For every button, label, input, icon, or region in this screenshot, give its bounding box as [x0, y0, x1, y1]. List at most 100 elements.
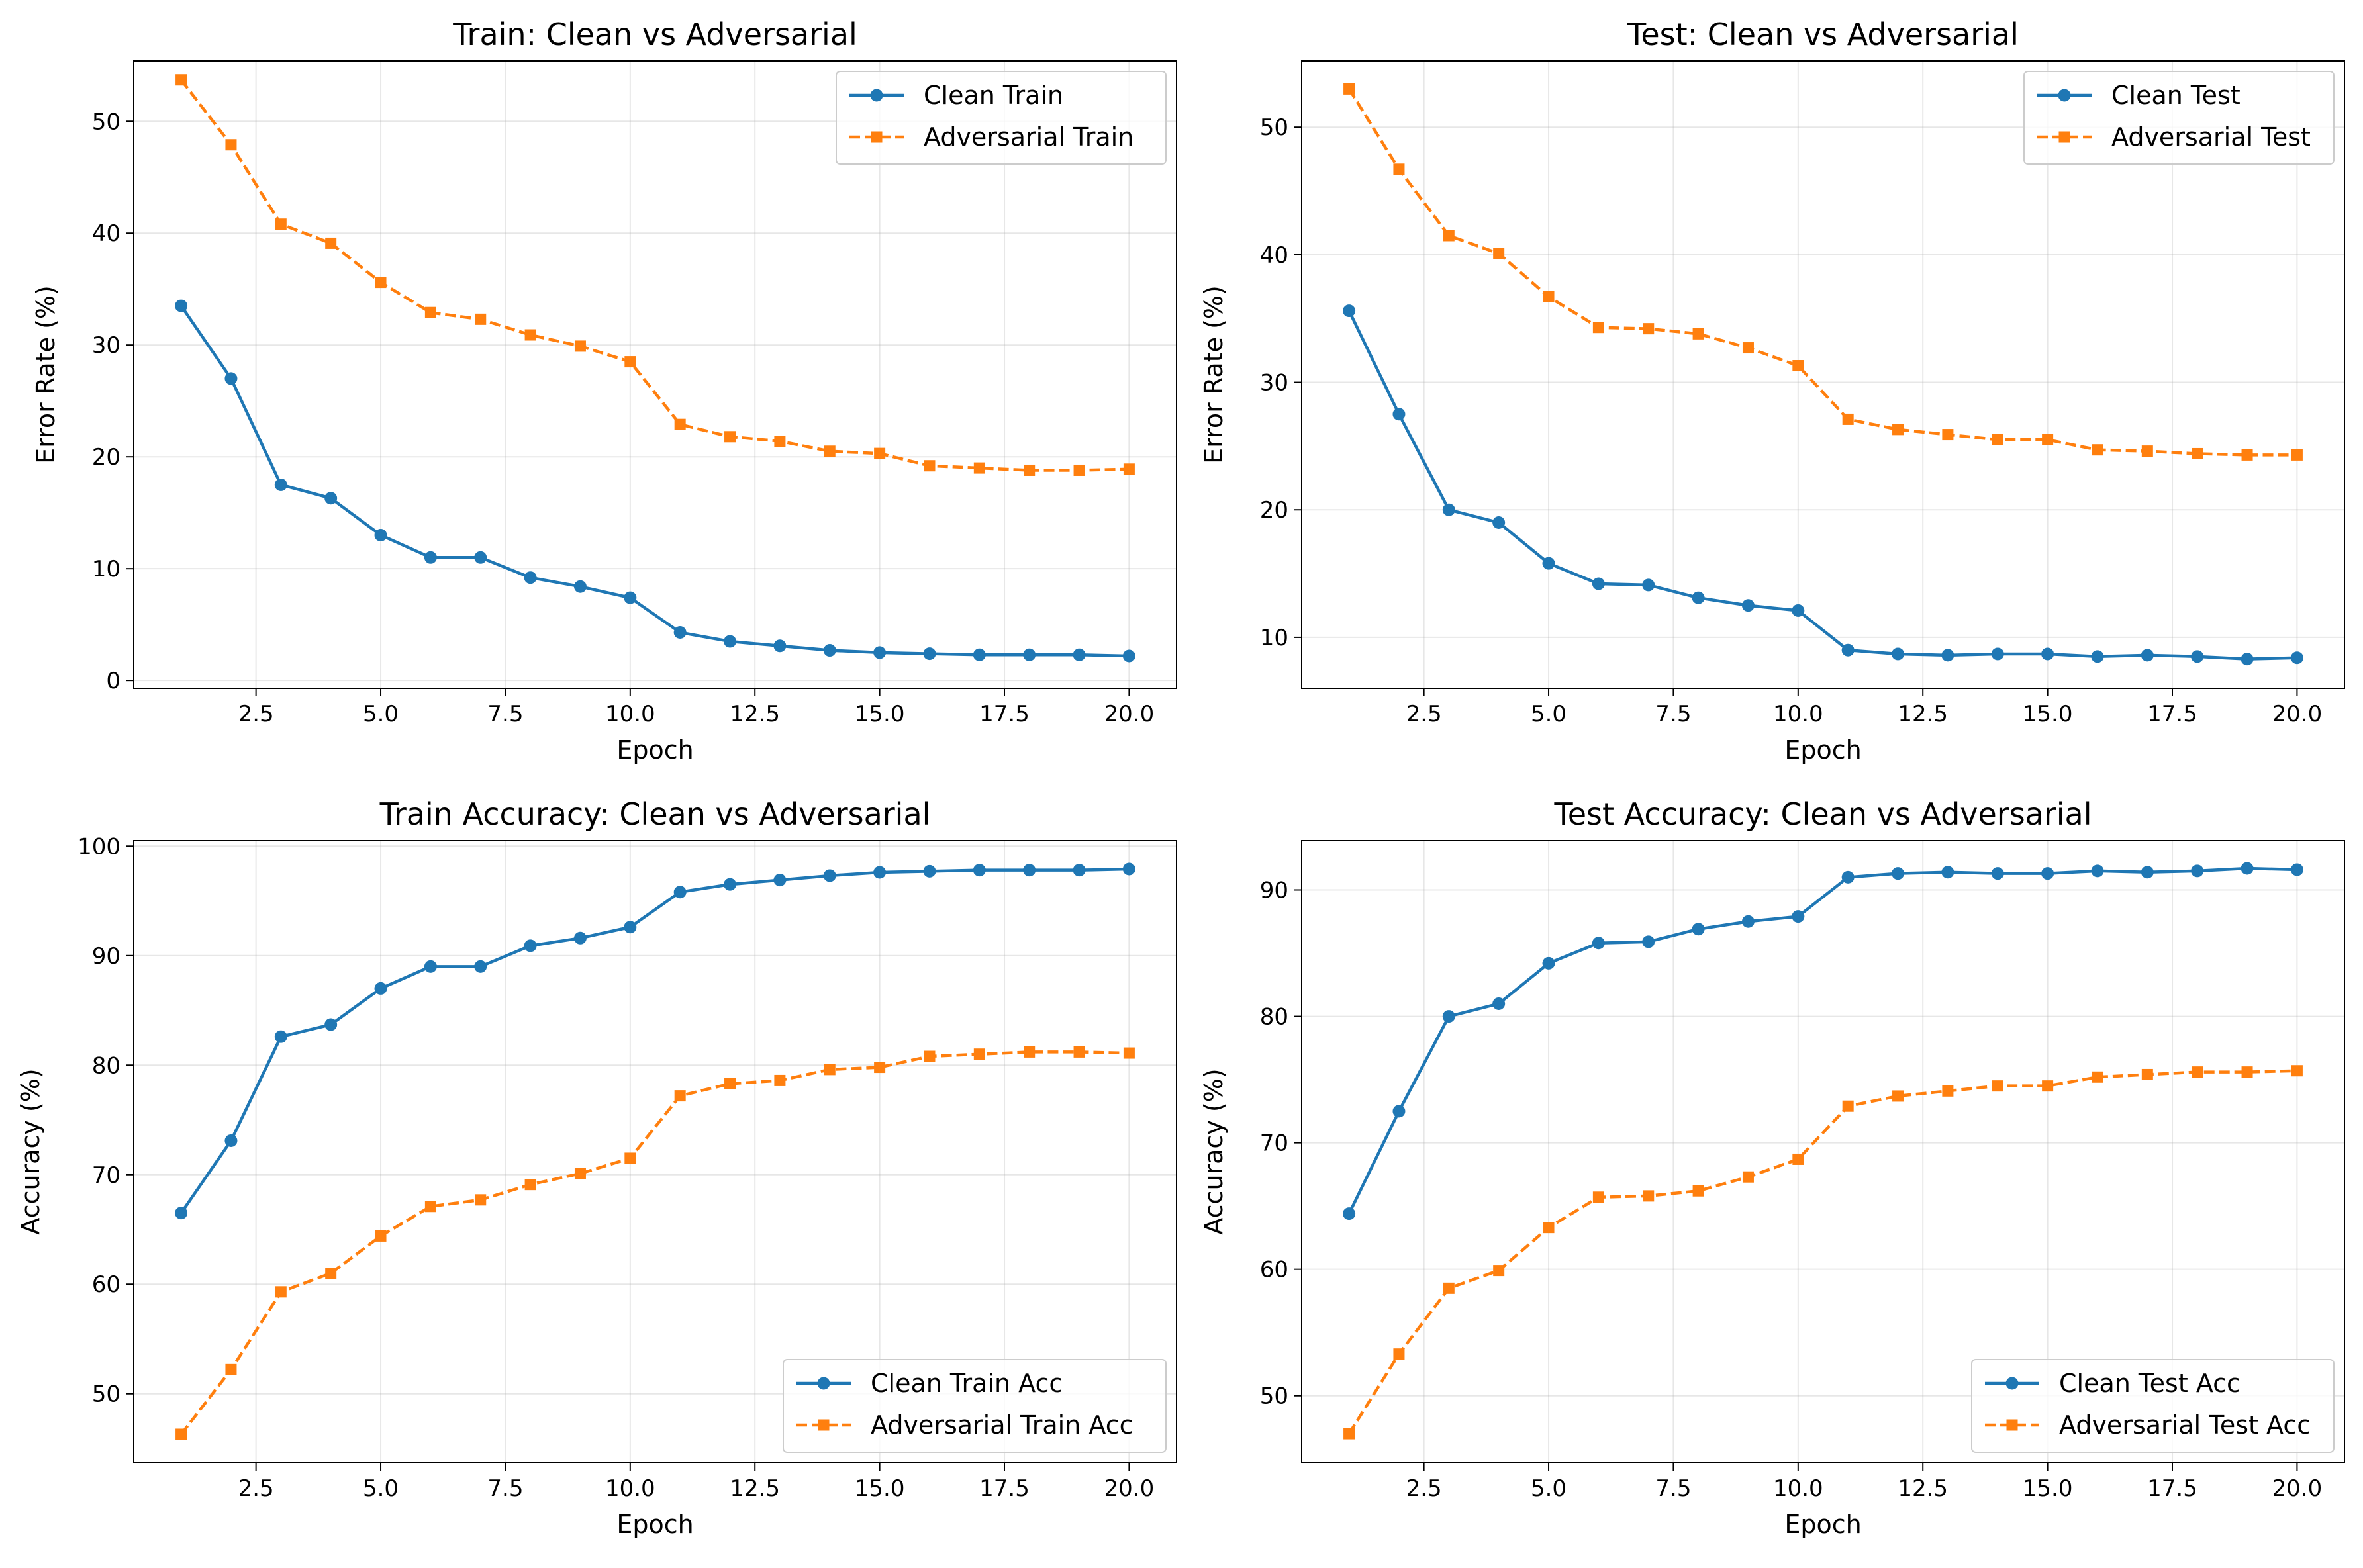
data-point [1024, 1046, 1036, 1058]
series-adversarial-train [175, 74, 1135, 476]
data-point [1122, 862, 1135, 876]
data-point [474, 960, 487, 973]
data-point [2291, 449, 2303, 461]
legend-item: Adversarial Train [849, 122, 1133, 152]
data-point [524, 329, 536, 341]
data-point [2191, 650, 2204, 663]
data-point [773, 874, 787, 887]
y-tick-label: 70 [1260, 1130, 1288, 1157]
data-point [1592, 577, 1605, 590]
x-tick-label: 7.5 [1655, 1475, 1691, 1502]
data-point [224, 1134, 238, 1147]
data-point [1842, 1100, 1854, 1112]
y-tick-label: 30 [92, 332, 121, 359]
data-point [524, 939, 537, 952]
data-point [2141, 866, 2154, 879]
data-point [524, 1179, 536, 1191]
data-point [1742, 342, 1754, 354]
data-point [924, 1050, 936, 1062]
legend-label: Clean Train [924, 81, 1063, 110]
data-point [1992, 1080, 2003, 1092]
data-point [1742, 1171, 1754, 1183]
data-point [824, 1064, 836, 1076]
data-point [1741, 599, 1755, 612]
x-tick-label: 2.5 [1406, 1475, 1442, 1502]
y-tick-label: 80 [92, 1052, 121, 1079]
data-point [1024, 464, 1036, 476]
y-tick-label: 70 [92, 1162, 121, 1189]
x-tick-label: 15.0 [855, 701, 905, 727]
legend-label: Adversarial Train Acc [871, 1410, 1133, 1440]
data-point [1842, 413, 1854, 425]
y-tick-label: 40 [1260, 242, 1288, 269]
series-clean-train-acc [175, 862, 1135, 1220]
data-point [1542, 956, 1555, 970]
data-point [823, 869, 836, 882]
legend-frame [2023, 71, 2335, 165]
data-point [2141, 1068, 2153, 1080]
data-point [823, 644, 836, 657]
data-point [475, 313, 487, 325]
data-point [1122, 649, 1135, 663]
data-point [1343, 1428, 1355, 1440]
data-point [1991, 867, 2004, 880]
data-point [2290, 651, 2303, 665]
data-point [774, 436, 786, 447]
data-point [724, 1078, 736, 1089]
data-point [475, 1194, 487, 1206]
data-point [1442, 503, 1455, 516]
x-axis-ticks: 2.5 5.0 7.5 10.0 12.5 15.0 17.5 20.0 [1406, 688, 2322, 727]
data-point [224, 372, 238, 385]
y-axis-ticks: 0 10 20 30 40 50 [92, 109, 134, 694]
x-tick-label: 17.5 [979, 1475, 1030, 1502]
data-point [2191, 864, 2204, 878]
data-point [2092, 1071, 2103, 1083]
series-line [179, 304, 1130, 658]
data-point [374, 982, 387, 995]
data-point [824, 445, 836, 457]
y-axis-label: Accuracy (%) [16, 1068, 45, 1234]
data-point [873, 646, 887, 659]
data-point [1992, 434, 2003, 445]
legend-item: Adversarial Test [2037, 122, 2311, 152]
series-line [1347, 1069, 2297, 1435]
data-point [175, 299, 188, 312]
series-line [1347, 88, 2297, 457]
legend-frame [836, 71, 1167, 165]
data-point [673, 626, 687, 639]
data-point [1542, 557, 1555, 570]
y-axis-ticks: 50 60 70 80 90 100 [77, 833, 134, 1408]
data-point [973, 648, 986, 661]
legend-marker [2005, 1377, 2019, 1390]
x-tick-label: 10.0 [605, 701, 655, 727]
plot-title: Test: Clean vs Adversarial [1627, 17, 2019, 52]
data-point [1493, 248, 1505, 259]
legend-label: Adversarial Train [924, 122, 1133, 152]
legend: Clean Test Adversarial Test [2023, 71, 2335, 165]
legend-label: Adversarial Test Acc [2059, 1410, 2311, 1440]
x-tick-label: 15.0 [2023, 1475, 2073, 1502]
data-point [325, 1268, 337, 1279]
data-point [724, 431, 736, 443]
data-point [1343, 304, 1356, 318]
data-point [574, 340, 586, 352]
series-line [179, 79, 1130, 472]
data-point [574, 1168, 586, 1179]
y-tick-label: 40 [92, 220, 121, 247]
data-point [1543, 291, 1555, 302]
data-point [1023, 864, 1036, 877]
x-axis-ticks: 2.5 5.0 7.5 10.0 12.5 15.0 17.5 20.0 [238, 688, 1154, 727]
data-point [1942, 429, 1954, 441]
data-point [1792, 360, 1804, 372]
legend-item: Clean Test [2037, 81, 2241, 110]
data-point [673, 886, 687, 899]
plot-title: Train Accuracy: Clean vs Adversarial [379, 796, 931, 832]
data-point [424, 551, 437, 564]
y-axis-label: Error Rate (%) [31, 285, 60, 464]
data-point [274, 478, 287, 491]
y-tick-label: 50 [1260, 115, 1288, 141]
y-axis-label: Accuracy (%) [1199, 1068, 1228, 1234]
data-point [1941, 649, 1954, 662]
data-point [175, 1207, 188, 1220]
series-line [179, 1050, 1130, 1436]
